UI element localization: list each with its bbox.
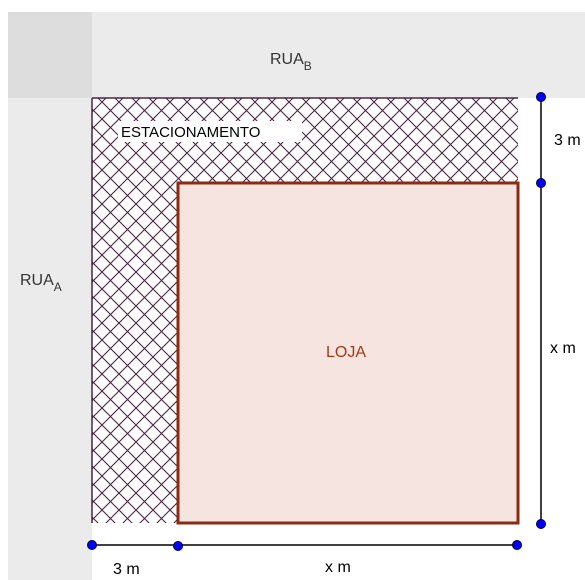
street-a xyxy=(8,98,92,580)
dimension-label-bottom: x m xyxy=(325,559,351,576)
dimension-point xyxy=(536,519,546,529)
parking-label-bg xyxy=(118,121,302,142)
street-b xyxy=(92,12,585,98)
dimension-label-right: x m xyxy=(550,340,576,357)
dimension-point xyxy=(536,92,546,102)
dimension-label-bottom-left: 3 m xyxy=(113,561,140,578)
store-label: LOJA xyxy=(326,344,366,361)
street-a-label: RUAA xyxy=(20,272,62,294)
dimension-point xyxy=(536,178,546,188)
dimension-point xyxy=(87,540,97,550)
dimension-point xyxy=(512,540,522,550)
dimension-point xyxy=(173,541,183,551)
dimension-label-top-right: 3 m xyxy=(554,132,581,149)
street-b-label: RUAB xyxy=(270,51,312,73)
corner-area xyxy=(8,12,92,98)
store-area xyxy=(176,181,520,525)
parking-label: ESTACIONAMENTO xyxy=(121,124,260,141)
